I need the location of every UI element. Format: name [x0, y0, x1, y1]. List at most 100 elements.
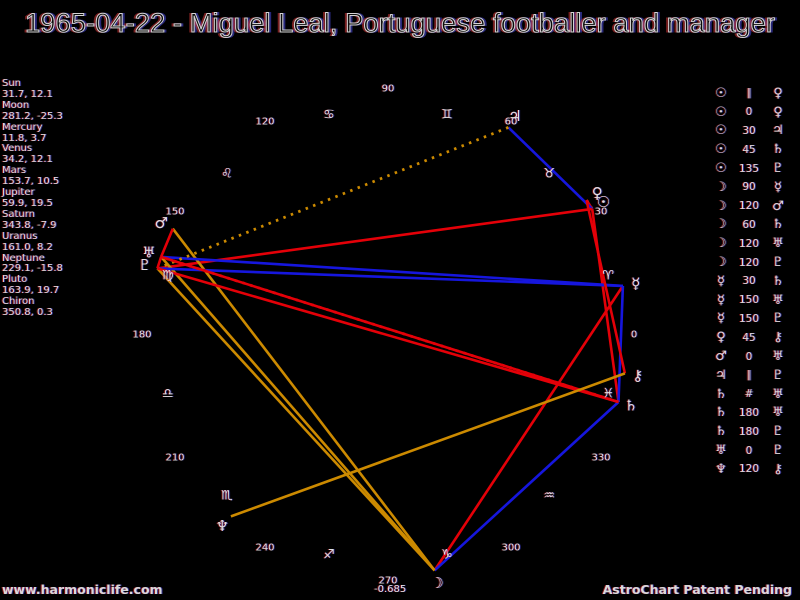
aspect-value: 135: [738, 162, 760, 175]
aspect-row-neptune-chiron: ♆ 120 ⚷: [710, 460, 794, 479]
planet-coords: 229.1, -15.8: [2, 263, 63, 275]
planet-entry-mars: Mars 153.7, 10.5: [2, 165, 122, 188]
degree-label-240: 240: [255, 543, 274, 554]
planet-entry-jupiter: Jupiter 59.9, 19.5: [2, 187, 122, 210]
uranus-glyph-icon: ♅: [142, 244, 155, 262]
aspect-row-moon-mercury: ☽ 90 ☿: [710, 178, 794, 197]
aspect-value: 45: [742, 143, 756, 156]
planet-coords: 350.8, 0.3: [2, 307, 53, 319]
planet-entry-chiron: Chiron 350.8, 0.3: [2, 296, 122, 319]
planet-name: Moon: [2, 99, 30, 111]
degree-label-150: 150: [165, 207, 184, 218]
aspect-line-neptune-120-chiron: [230, 372, 626, 518]
zodiac-sign-icon-1: ♉: [543, 166, 555, 181]
venus-glyph: ♀: [716, 330, 726, 346]
uranus-glyph: ♅: [772, 236, 784, 252]
aspect-value: 30: [742, 275, 756, 288]
planet-entry-uranus: Uranus 161.0, 8.2: [2, 230, 122, 254]
zodiac-sign-icon-10: ♒: [543, 489, 555, 504]
aspect-line-sun-135-pluto: [157, 207, 593, 270]
jupiter-glyph: ♃: [772, 123, 784, 139]
degree-label-210: 210: [165, 453, 184, 464]
chiron-glyph: ⚷: [773, 461, 783, 477]
planet-entry-saturn: Saturn 343.8, -7.9: [2, 208, 122, 232]
aspect-value: #: [744, 388, 754, 401]
aspect-value: 0: [745, 444, 753, 457]
aspect-line-mercury-150-uranus: [161, 255, 623, 288]
neptune-glyph-icon: ♆: [216, 517, 229, 535]
aspect-value: 150: [738, 312, 760, 325]
zodiac-sign-icon-5: ♍: [162, 269, 174, 284]
moon-glyph: ☽: [715, 236, 727, 252]
moon-glyph: ☽: [715, 217, 727, 233]
jupiter-glyph: ♃: [715, 367, 727, 383]
aspect-line-sun-30-jupiter: [507, 126, 594, 210]
uranus-glyph: ♅: [772, 349, 784, 365]
aspect-row-sun-venus: ☉ 0 ♀: [710, 103, 794, 122]
zodiac-sign-icon-9: ♑: [441, 548, 453, 563]
saturn-glyph-icon: ♄: [624, 397, 637, 415]
mercury-glyph: ☿: [717, 273, 725, 289]
saturn-glyph: ♄: [715, 424, 727, 440]
patent-note: AstroChart Patent Pending: [602, 582, 792, 597]
planet-entry-neptune: Neptune 229.1, -15.8: [2, 252, 122, 276]
planet-name: Neptune: [2, 252, 45, 264]
aspect-value: 180: [738, 406, 760, 419]
planet-name: Mars: [2, 165, 27, 177]
aspect-line-moon-90-mercury: [433, 285, 624, 572]
aspect-row-mercury-uranus: ☿ 150 ♅: [710, 291, 794, 310]
pluto-glyph: ♇: [772, 367, 784, 383]
pluto-glyph: ♇: [772, 161, 784, 177]
zodiac-sign-icon-6: ♎: [162, 387, 174, 402]
aspect-value: 150: [738, 294, 760, 307]
aspect-line-saturn-180-pluto: [157, 267, 619, 404]
planet-coords: 161.0, 8.2: [2, 241, 53, 253]
degree-label-60: 60: [505, 117, 518, 128]
aspect-line-moon-120-mars: [171, 227, 436, 572]
saturn-glyph: ♄: [715, 386, 727, 402]
planet-coords: 281.2, -25.3: [2, 110, 63, 122]
aspect-value: ∥: [746, 87, 752, 100]
aspect-line-mars-0-uranus: [159, 228, 175, 258]
neptune-glyph: ♆: [715, 461, 727, 477]
planet-entry-pluto: Pluto 163.9, 19.7: [2, 274, 122, 297]
planet-entry-venus: Venus 34.2, 12.1: [2, 144, 122, 166]
jupiter-glyph-icon: ♃: [508, 107, 521, 125]
chart-title-bar: 1965-04-22 - Miguel Leal, Portuguese foo…: [25, 8, 776, 39]
degree-label-330: 330: [591, 453, 610, 464]
planet-coords: 343.8, -7.9: [2, 219, 57, 231]
aspect-row-sun-pluto: ☉ 135 ♇: [710, 159, 794, 178]
aspect-value: 30: [742, 124, 756, 137]
aspect-line-saturn-180-uranus: [160, 255, 619, 404]
planet-entry-mercury: Mercury 11.8, 3.7: [2, 121, 122, 145]
uranus-glyph: ♅: [772, 405, 784, 421]
aspect-row-sun-venus: ☉ ∥ ♀: [710, 84, 794, 103]
degree-label-120: 120: [255, 117, 274, 128]
moon-glyph: ☽: [715, 198, 727, 214]
aspect-line-moon-120-pluto: [156, 267, 436, 572]
aspect-list-panel: ☉ ∥ ♀ ☉ 0 ♀ ☉ 30 ♃ ☉ 45 ♄ ☉ 135 ♇ ☽ 90 ☿ ☽ 120 ♂ ☽ 60 ♄ ☽ 120 ♅ ☽ 12…: [710, 84, 794, 479]
degree-label-270: 270: [378, 576, 397, 587]
planet-name: Mercury: [2, 121, 43, 133]
planet-coords: 31.7, 12.1: [2, 88, 53, 100]
aspect-row-saturn-uranus: ♄ # ♅: [710, 385, 794, 404]
planet-name: Uranus: [2, 230, 38, 242]
planet-coords: 153.7, 10.5: [2, 176, 60, 188]
venus-glyph-icon: ♀: [592, 184, 603, 202]
aspect-value: ∥: [746, 369, 752, 382]
mercury-glyph: ☿: [774, 179, 782, 195]
aspect-value: 60: [742, 218, 756, 231]
mercury-glyph: ☿: [717, 292, 725, 308]
page-title: 1965-04-22 - Miguel Leal, Portuguese foo…: [25, 8, 775, 38]
aspect-value: 120: [738, 256, 760, 269]
aspect-value: 0: [745, 106, 753, 119]
planet-name: Saturn: [2, 208, 36, 220]
sun-glyph: ☉: [715, 104, 727, 120]
mars-glyph: ♂: [715, 349, 727, 365]
planet-name: Venus: [2, 143, 33, 155]
planet-coords: 34.2, 12.1: [2, 154, 53, 166]
pluto-glyph-icon: ♇: [138, 256, 151, 274]
aspect-value: 120: [738, 200, 760, 213]
zodiac-sign-icon-3: ♋: [323, 107, 335, 122]
